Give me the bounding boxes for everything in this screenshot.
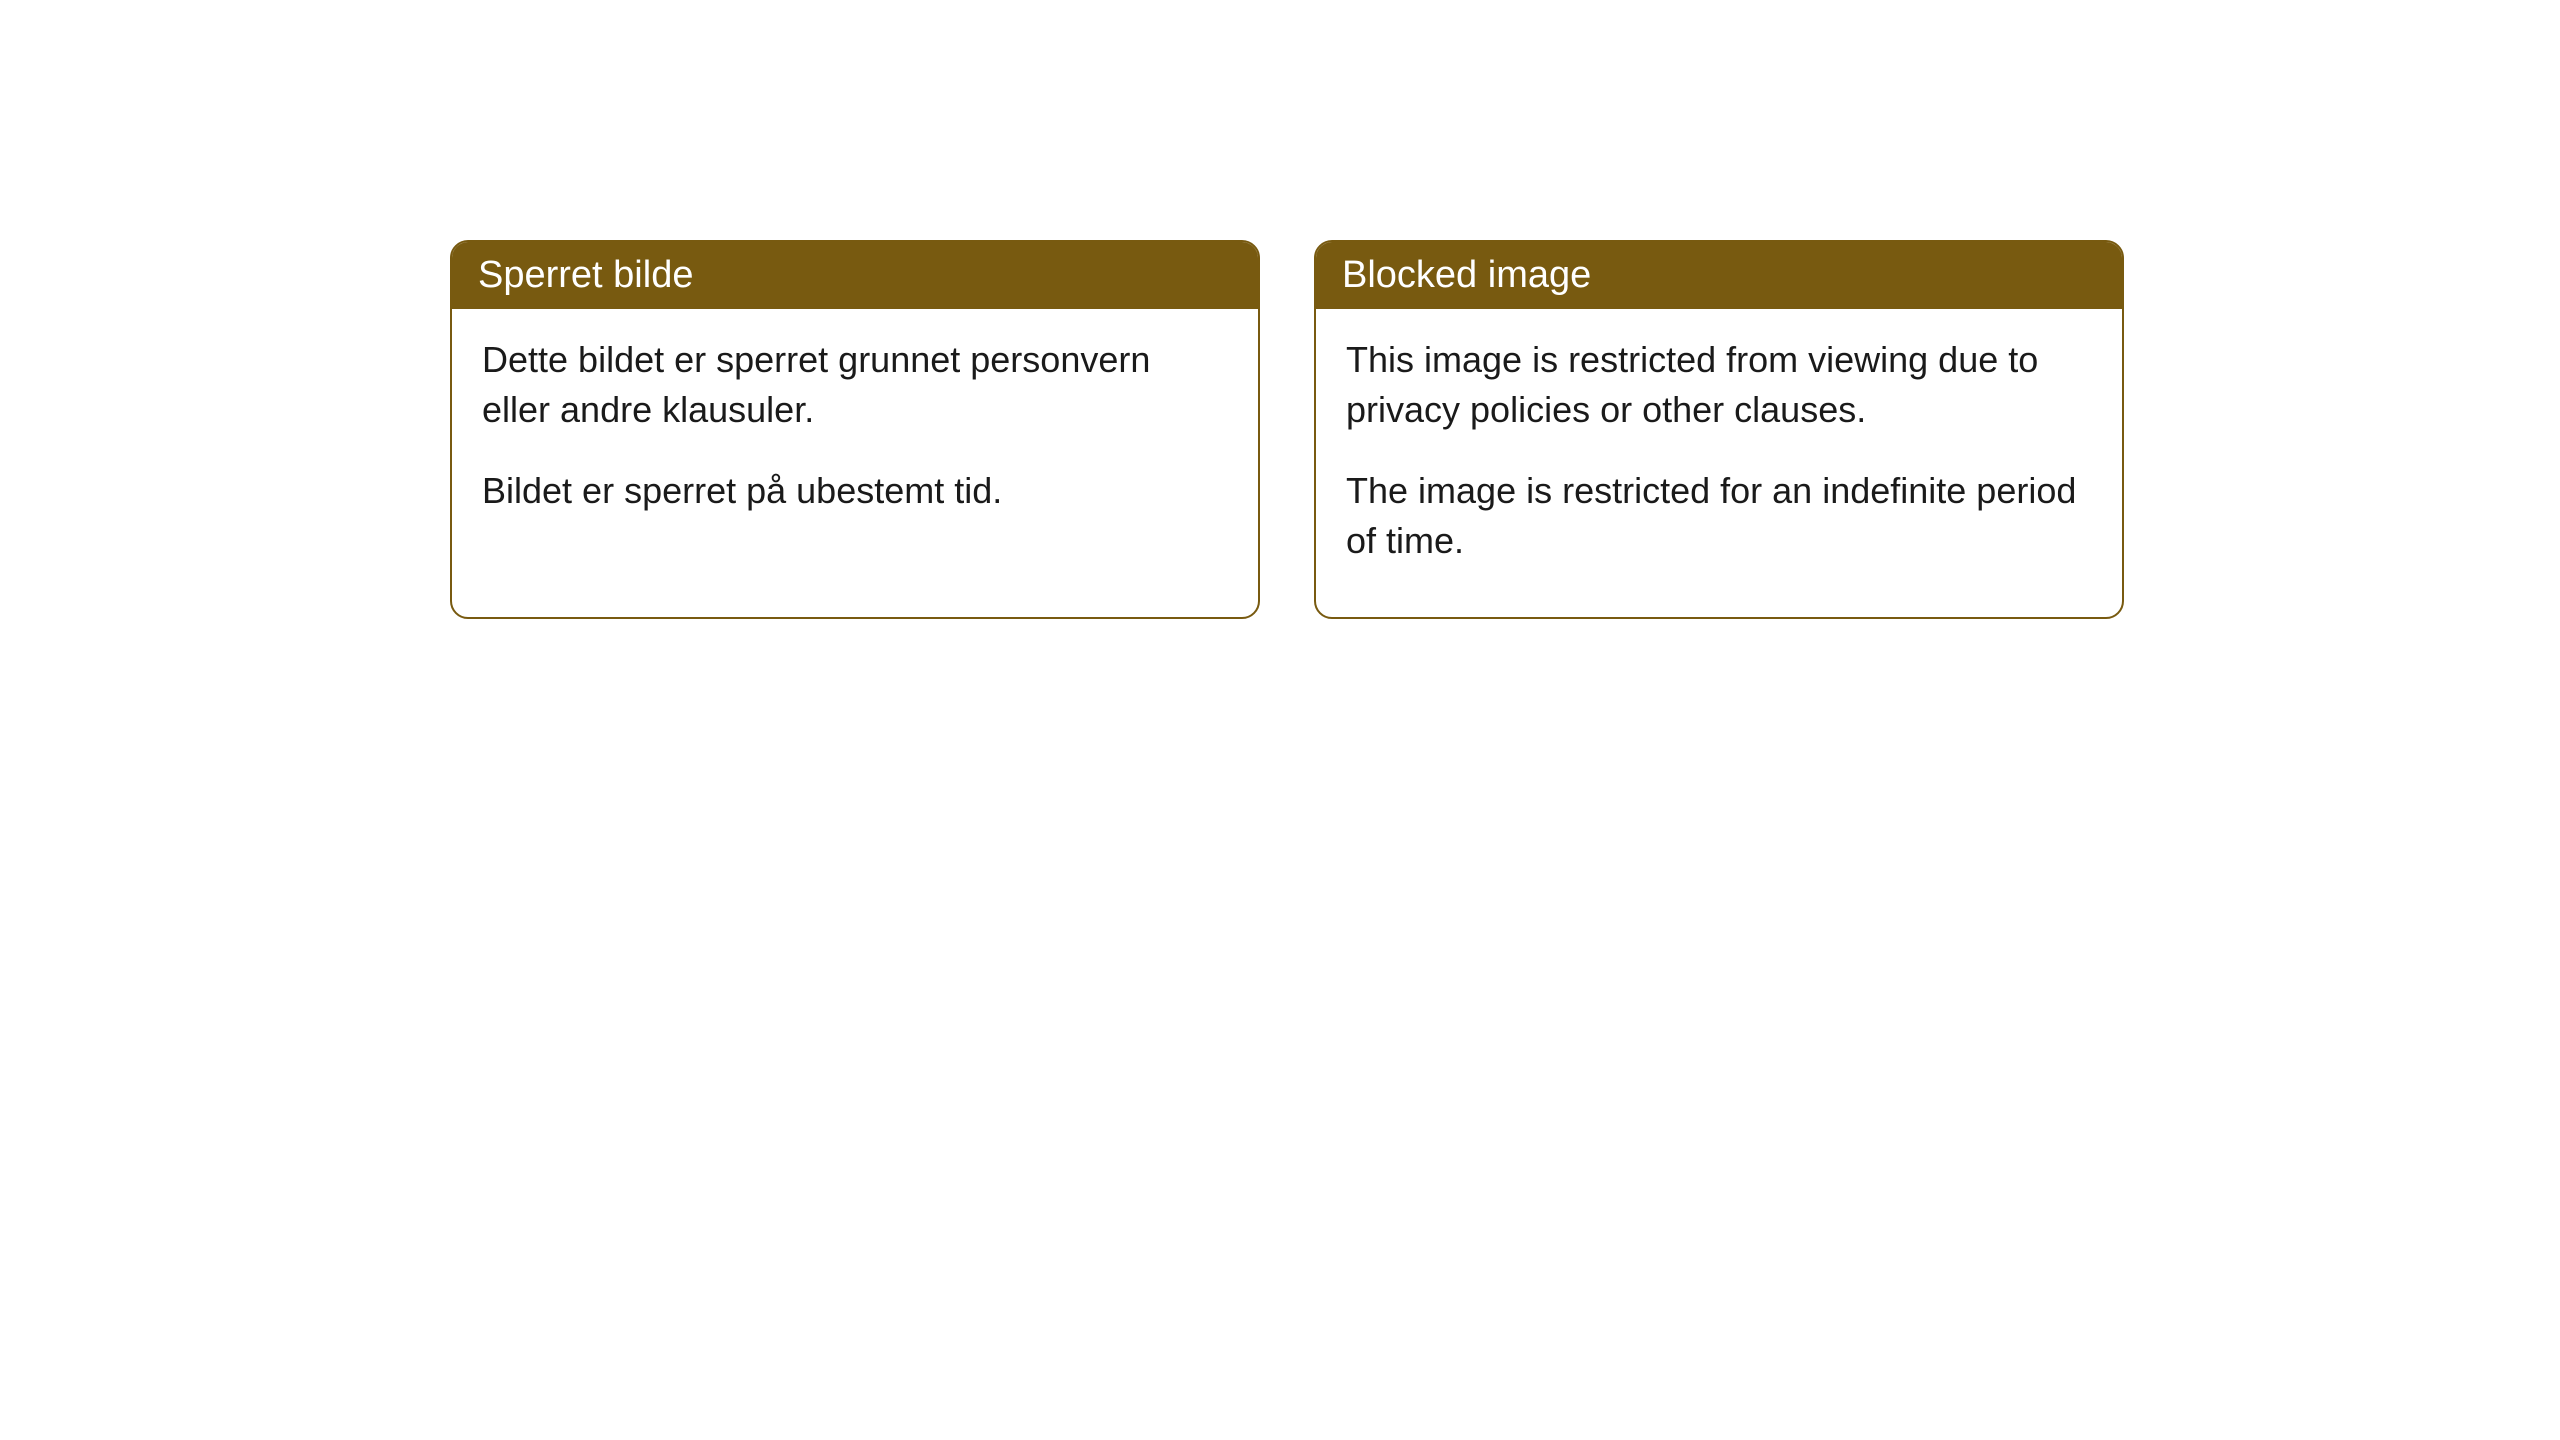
notice-cards-container: Sperret bilde Dette bildet er sperret gr… <box>450 240 2124 619</box>
card-paragraph-en-1: This image is restricted from viewing du… <box>1346 335 2092 436</box>
card-header-no: Sperret bilde <box>452 242 1258 309</box>
card-paragraph-en-2: The image is restricted for an indefinit… <box>1346 466 2092 567</box>
card-title-no: Sperret bilde <box>478 254 693 296</box>
blocked-image-card-en: Blocked image This image is restricted f… <box>1314 240 2124 619</box>
card-body-en: This image is restricted from viewing du… <box>1316 309 2122 617</box>
card-paragraph-no-2: Bildet er sperret på ubestemt tid. <box>482 466 1228 516</box>
card-header-en: Blocked image <box>1316 242 2122 309</box>
card-body-no: Dette bildet er sperret grunnet personve… <box>452 309 1258 566</box>
blocked-image-card-no: Sperret bilde Dette bildet er sperret gr… <box>450 240 1260 619</box>
card-title-en: Blocked image <box>1342 254 1591 296</box>
card-paragraph-no-1: Dette bildet er sperret grunnet personve… <box>482 335 1228 436</box>
